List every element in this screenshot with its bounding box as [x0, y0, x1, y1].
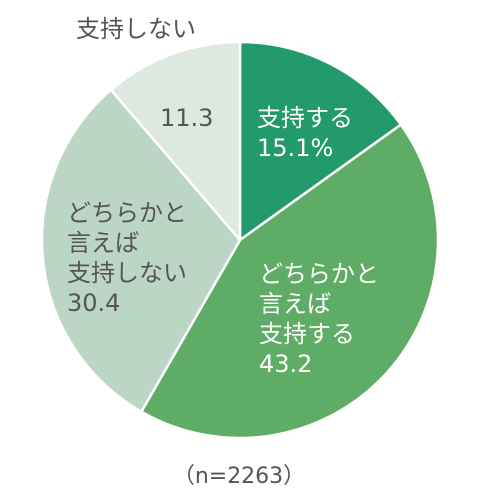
- slice-label-support-name: 支持する: [257, 104, 353, 132]
- slice-label-somewhat-not-support-line1: どちらかと: [67, 199, 187, 227]
- slice-label-somewhat-support: どちらかと 言えば 支持する 43.2: [259, 259, 379, 379]
- slice-label-somewhat-not-support: どちらかと 言えば 支持しない 30.4: [67, 198, 187, 318]
- slice-label-not-support-name: 支持しない: [76, 15, 196, 43]
- slice-support: [238, 40, 403, 242]
- slice-not-support: [109, 40, 242, 242]
- sample-size-note: （n=2263）: [172, 464, 306, 489]
- slice-label-somewhat-support-line2: 言えば: [259, 290, 331, 318]
- slice-label-somewhat-not-support-line3: 支持しない: [67, 259, 187, 287]
- slice-label-support: 支持する 15.1%: [257, 103, 353, 163]
- slice-label-somewhat-support-line1: どちらかと: [259, 260, 379, 288]
- slice-label-not-support-value: 11.3: [160, 104, 214, 132]
- slice-label-somewhat-support-line3: 支持する: [259, 320, 355, 348]
- slice-somewhat-support: [140, 123, 440, 440]
- slice-label-support-value: 15.1%: [257, 134, 334, 162]
- slice-label-somewhat-not-support-value: 30.4: [67, 289, 121, 317]
- slice-somewhat-not-support: [40, 88, 242, 413]
- slice-label-somewhat-support-value: 43.2: [259, 350, 313, 378]
- slice-label-somewhat-not-support-line2: 言えば: [67, 229, 139, 257]
